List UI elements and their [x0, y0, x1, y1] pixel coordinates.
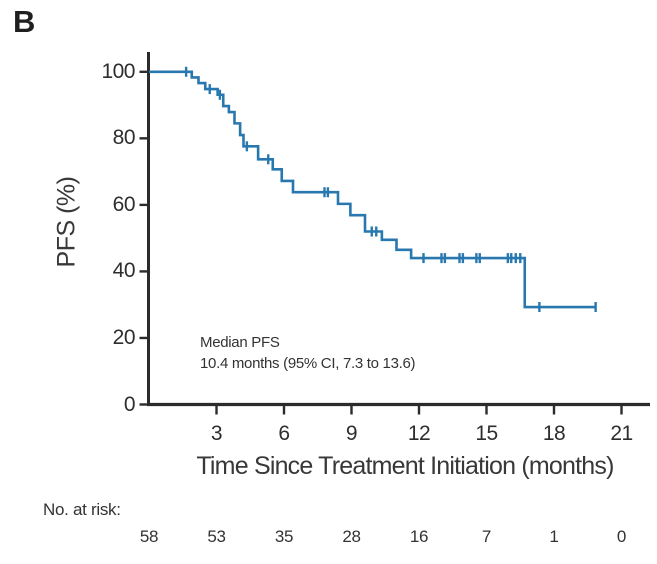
y-tick-label: 100: [101, 59, 135, 83]
survival-step-curve: [149, 70, 596, 309]
at-risk-label: No. at risk:: [43, 500, 121, 519]
x-tick-label: 18: [542, 422, 566, 445]
y-tick-label: 60: [112, 192, 136, 216]
x-tick-label: 6: [278, 422, 290, 445]
km-step-path: [149, 70, 596, 309]
axis-ticks: [139, 70, 623, 415]
y-tick-label: 80: [112, 126, 136, 150]
at-risk-count: 1: [549, 527, 559, 546]
x-tick-label: 15: [475, 422, 498, 445]
y-tick-label: 20: [112, 325, 136, 349]
at-risk-count: 58: [139, 527, 159, 546]
at-risk-count: 53: [207, 527, 226, 546]
at-risk-count: 7: [481, 527, 492, 546]
censor-marks: [184, 66, 597, 313]
panel-label: B: [13, 4, 36, 39]
y-tick-label: 40: [112, 259, 136, 283]
y-tick-label: 0: [123, 392, 136, 416]
at-risk-count: 35: [274, 527, 294, 546]
annotation-line1: Median PFS: [200, 334, 280, 351]
x-tick-label: 21: [610, 422, 633, 445]
axes: [147, 52, 650, 407]
at-risk-count: 16: [409, 527, 429, 546]
at-risk-count: 28: [342, 527, 361, 546]
x-tick-label: 12: [407, 422, 431, 445]
median-pfs-annotation: Median PFS 10.4 months (95% CI, 7.3 to 1…: [200, 332, 416, 374]
x-tick-label: 3: [210, 422, 223, 445]
annotation-line2: 10.4 months (95% CI, 7.3 to 13.6): [200, 355, 416, 372]
x-axis-title: Time Since Treatment Initiation (months): [196, 452, 614, 480]
at-risk-count: 0: [616, 527, 627, 546]
x-tick-label: 9: [345, 422, 358, 445]
y-axis-title: PFS (%): [52, 176, 81, 268]
